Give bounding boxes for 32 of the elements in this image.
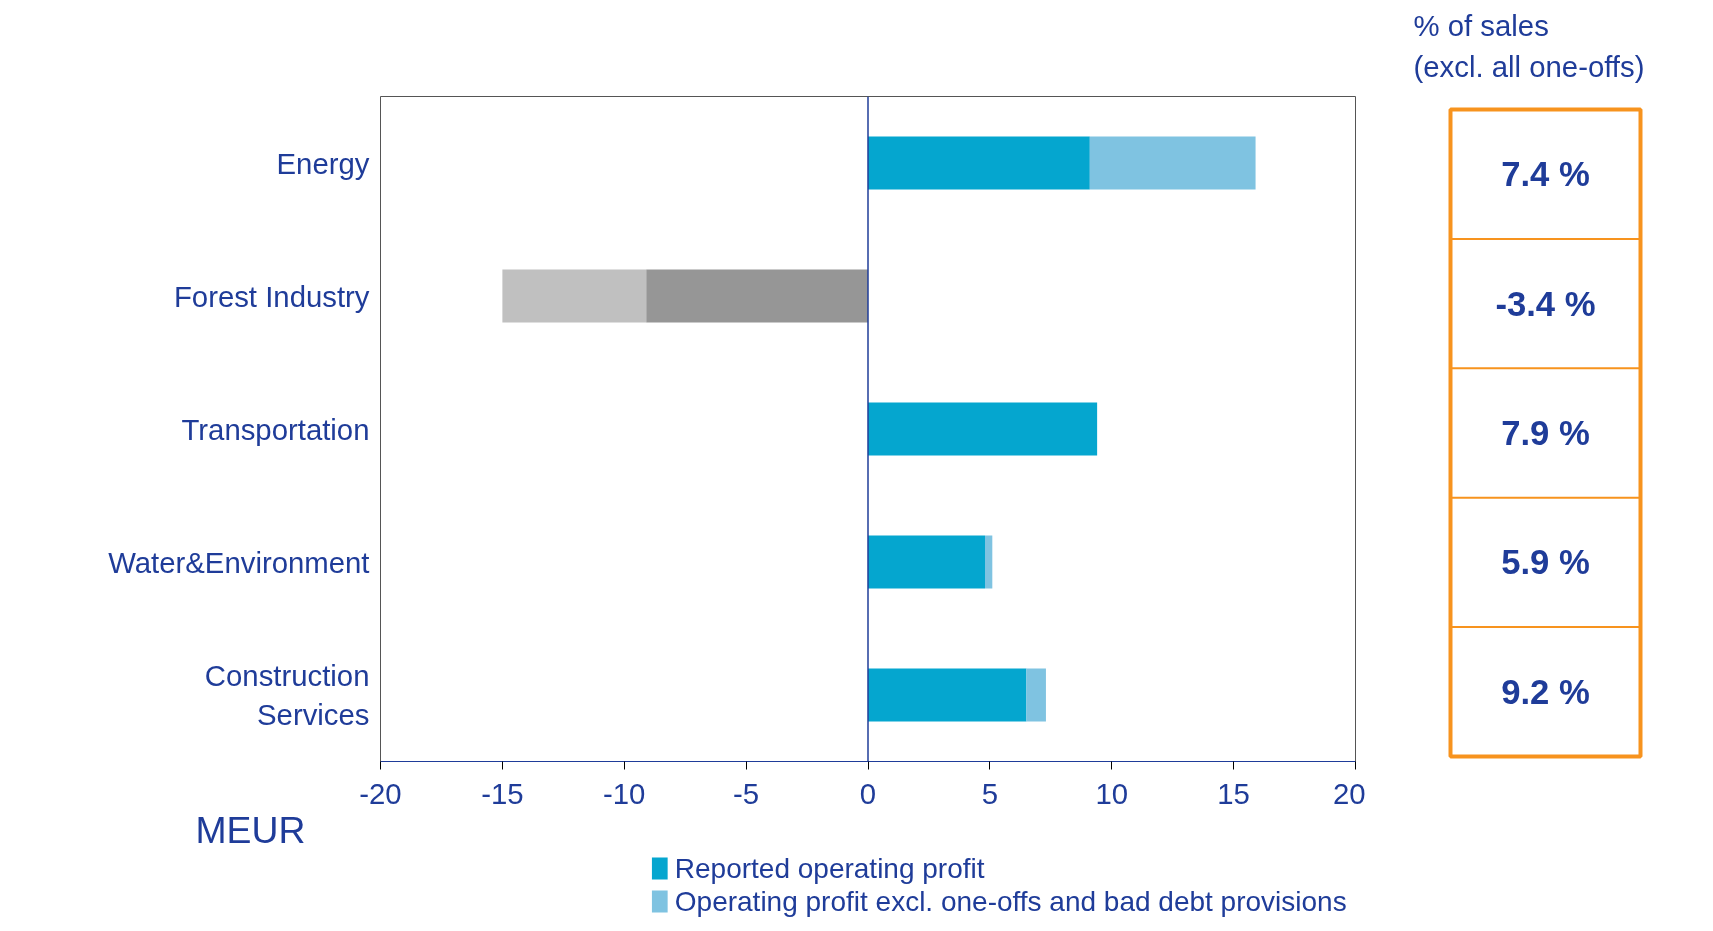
legend-label: Reported operating profit: [674, 853, 985, 884]
bar: [646, 269, 868, 323]
x-tick-label: 5: [981, 776, 999, 810]
text: 5.9 %: [1501, 543, 1590, 582]
text: 7.9 %: [1501, 414, 1590, 452]
y-tick-label: Water&Environment: [108, 545, 370, 579]
x-axis-title: MEUR: [195, 808, 306, 851]
y-tick-label: Transportation: [181, 412, 370, 446]
x-tick-label: -5: [733, 776, 760, 810]
y-tick-label: Construction Services: [204, 658, 370, 732]
x-tick-label: 10: [1095, 776, 1129, 810]
bar: [868, 535, 985, 589]
x-tick-label: 20: [1332, 776, 1366, 810]
bar: [868, 402, 1098, 456]
y-tick-label: Forest Industry: [173, 279, 370, 313]
text: % of sales (excl. all one-offs): [1413, 8, 1645, 83]
x-tick-label: -15: [481, 776, 524, 810]
legend-label: Operating profit excl. one-offs and bad debt provisions: [674, 886, 1347, 917]
y-tick-label: Energy: [276, 146, 370, 180]
x-tick-label: 0: [859, 776, 877, 810]
x-tick-label: -20: [359, 776, 402, 810]
bar: [502, 269, 647, 323]
text: -3.4 %: [1495, 284, 1596, 323]
bar: [1089, 136, 1256, 190]
text: 7.4 %: [1501, 155, 1590, 194]
bar: [868, 136, 1090, 190]
bar: [868, 668, 1027, 722]
x-tick-label: -10: [603, 776, 646, 810]
text: 9.2 %: [1501, 672, 1590, 711]
bar: [1026, 668, 1046, 722]
bar: [985, 535, 993, 589]
x-tick-label: 15: [1217, 776, 1250, 810]
